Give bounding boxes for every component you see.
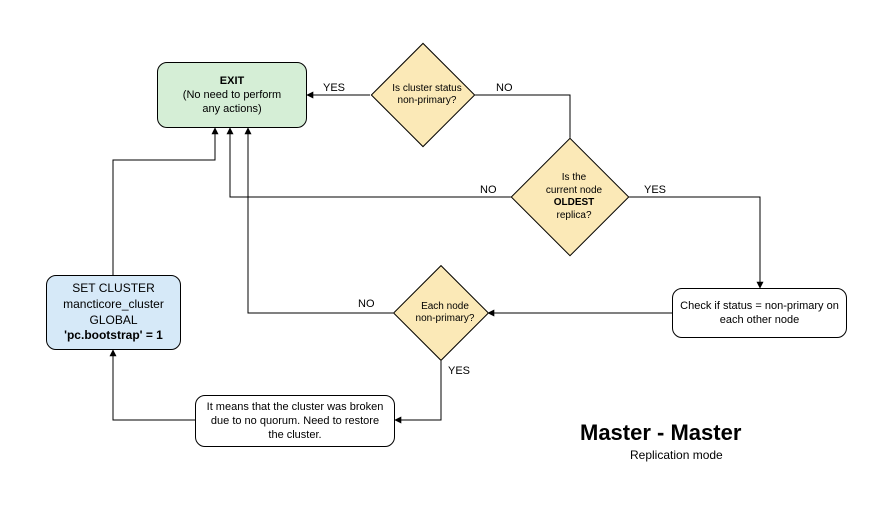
d1-line2: non-primary? xyxy=(398,95,457,106)
diagram-title: Master - Master xyxy=(580,420,741,446)
node-check-status: Check if status = non-primary on each ot… xyxy=(672,288,847,338)
d2-line2: current node xyxy=(546,185,602,196)
label-d1-yes: YES xyxy=(323,82,345,94)
decision-each-node: Each node non-primary? xyxy=(407,279,475,347)
label-d3-no: NO xyxy=(358,298,375,310)
d2-line1: Is the xyxy=(562,172,586,183)
broken-text: It means that the cluster was broken due… xyxy=(202,400,388,443)
node-broken: It means that the cluster was broken due… xyxy=(195,395,395,447)
check-status-text: Check if status = non-primary on each ot… xyxy=(679,299,840,328)
label-d1-no: NO xyxy=(496,82,513,94)
label-d2-no: NO xyxy=(480,184,497,196)
sc-line3: GLOBAL xyxy=(89,313,137,327)
exit-title: EXIT xyxy=(220,75,244,87)
sc-line2: mancticore_cluster xyxy=(63,297,164,311)
d2-line3: OLDEST xyxy=(554,197,595,208)
exit-line2: (No need to perform xyxy=(183,89,281,101)
node-exit: EXIT (No need to perform any actions) xyxy=(157,62,307,128)
d2-line4: replica? xyxy=(556,210,591,221)
sc-line1: SET CLUSTER xyxy=(72,281,154,295)
label-d2-yes: YES xyxy=(644,184,666,196)
label-d3-yes: YES xyxy=(448,365,470,377)
sc-line4: 'pc.bootstrap' = 1 xyxy=(64,328,163,342)
exit-line3: any actions) xyxy=(202,103,261,115)
diagram-subtitle: Replication mode xyxy=(630,448,723,462)
decision-oldest-replica: Is the current node OLDEST replica? xyxy=(528,155,612,239)
d3-line2: non-primary? xyxy=(416,313,475,324)
node-set-cluster: SET CLUSTER mancticore_cluster GLOBAL 'p… xyxy=(46,275,181,350)
d3-line1: Each node xyxy=(421,301,469,312)
d1-line1: Is cluster status xyxy=(392,83,461,94)
decision-cluster-status: Is cluster status non-primary? xyxy=(386,58,460,132)
